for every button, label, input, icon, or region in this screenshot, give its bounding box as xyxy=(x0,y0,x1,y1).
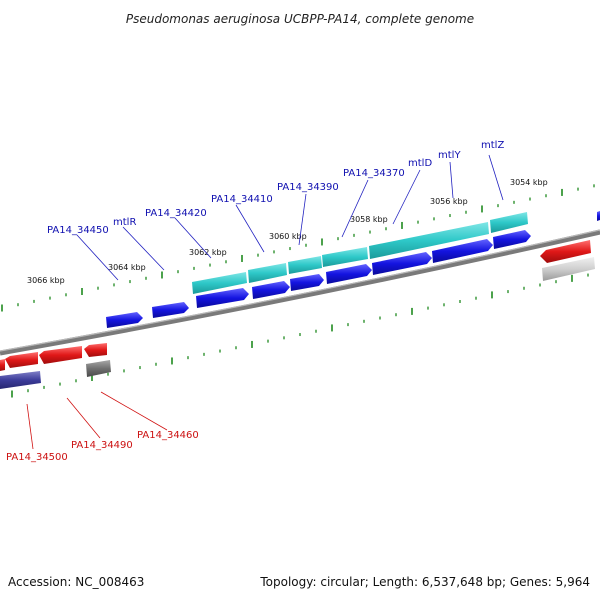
map-title: Pseudomonas aeruginosa UCBPP-PA14, compl… xyxy=(126,12,474,26)
gene-label-PA14_34410[interactable]: PA14_34410 xyxy=(211,194,273,205)
gene-blue-4[interactable] xyxy=(252,281,290,299)
gene-label-leaders xyxy=(26,154,504,450)
gene-teal-5[interactable] xyxy=(369,222,489,259)
kbp-scale-labels: 3054 kbp 3056 kbp 3058 kbp 3060 kbp 3062… xyxy=(27,178,548,285)
gene-blue-10[interactable] xyxy=(597,211,600,221)
gene-label-PA14_34370[interactable]: PA14_34370 xyxy=(343,168,405,179)
gene-blue-9[interactable] xyxy=(493,230,531,249)
gene-blue-2[interactable] xyxy=(152,302,189,318)
gene-track-teal xyxy=(192,212,528,294)
genome-backbone-highlight xyxy=(0,229,600,352)
gene-label-PA14_34460[interactable]: PA14_34460 xyxy=(137,430,199,441)
kbp-label-3060: 3060 kbp xyxy=(269,232,307,241)
gene-track-red xyxy=(0,240,591,371)
gene-label-PA14_34490[interactable]: PA14_34490 xyxy=(71,440,133,451)
gene-red-2[interactable] xyxy=(5,352,38,368)
gene-gray-1[interactable] xyxy=(86,360,111,377)
gene-blue-8[interactable] xyxy=(432,239,493,263)
accession-label: Accession: NC_008463 xyxy=(8,575,144,589)
gene-blue-7[interactable] xyxy=(372,252,432,275)
gene-navy-1[interactable] xyxy=(0,371,41,389)
gene-teal-1[interactable] xyxy=(192,272,247,294)
gene-blue-1[interactable] xyxy=(106,312,143,328)
kbp-label-3058: 3058 kbp xyxy=(350,215,388,224)
gene-track-blue xyxy=(106,211,600,328)
gene-label-mtlZ[interactable]: mtlZ xyxy=(481,140,504,151)
kbp-label-3056: 3056 kbp xyxy=(430,197,468,206)
tick-marks-top xyxy=(1,184,595,312)
tick-marks-bottom xyxy=(11,273,589,398)
gene-label-mtlR[interactable]: mtlR xyxy=(113,217,136,228)
gene-labels-top: mtlZ mtlY mtlD PA14_34370 PA14_34390 PA1… xyxy=(47,140,504,236)
gene-label-PA14_34500[interactable]: PA14_34500 xyxy=(6,452,68,463)
gene-gray-2[interactable] xyxy=(542,257,595,281)
gene-teal-6[interactable] xyxy=(490,212,528,233)
kbp-label-3062: 3062 kbp xyxy=(189,248,227,257)
gene-red-3[interactable] xyxy=(39,346,82,364)
gene-label-PA14_34450[interactable]: PA14_34450 xyxy=(47,225,109,236)
gene-teal-2[interactable] xyxy=(248,263,287,283)
gene-labels-bottom: PA14_34460 PA14_34490 PA14_34500 xyxy=(6,430,199,463)
gene-red-4[interactable] xyxy=(84,343,107,357)
gene-track-gray xyxy=(0,257,595,389)
genome-backbone xyxy=(0,229,600,356)
kbp-label-3064: 3064 kbp xyxy=(108,263,146,272)
kbp-label-3054: 3054 kbp xyxy=(510,178,548,187)
gene-red-5[interactable] xyxy=(540,240,591,263)
kbp-label-3066: 3066 kbp xyxy=(27,276,65,285)
gene-blue-5[interactable] xyxy=(290,274,324,291)
gene-teal-4[interactable] xyxy=(322,247,368,267)
gene-label-PA14_34420[interactable]: PA14_34420 xyxy=(145,208,207,219)
gene-blue-6[interactable] xyxy=(326,264,372,284)
gene-blue-3[interactable] xyxy=(196,288,249,308)
gene-label-mtlY[interactable]: mtlY xyxy=(438,150,461,161)
gene-red-1[interactable] xyxy=(0,359,5,371)
gene-label-mtlD[interactable]: mtlD xyxy=(408,158,432,169)
gene-teal-3[interactable] xyxy=(288,256,322,274)
gene-label-PA14_34390[interactable]: PA14_34390 xyxy=(277,182,339,193)
genome-summary: Topology: circular; Length: 6,537,648 bp… xyxy=(259,575,590,589)
